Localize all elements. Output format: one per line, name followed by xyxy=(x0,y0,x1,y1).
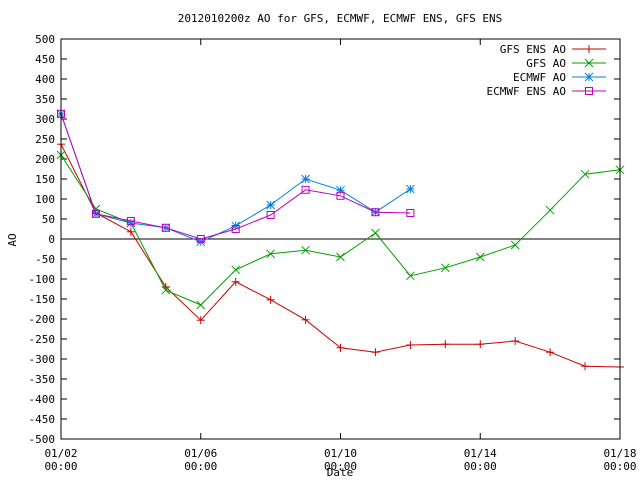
data-point xyxy=(266,295,275,304)
data-point xyxy=(580,169,590,179)
data-point xyxy=(440,263,450,273)
y-tick-label: 400 xyxy=(35,73,55,86)
x-tick-label-time: 00:00 xyxy=(44,460,77,473)
y-tick-label: 300 xyxy=(35,113,55,126)
data-point xyxy=(406,271,415,281)
data-point xyxy=(511,337,520,345)
data-point xyxy=(196,300,206,310)
x-tick-label-time: 00:00 xyxy=(464,460,497,473)
data-point xyxy=(91,209,100,218)
data-point xyxy=(231,265,241,275)
x-tick-label-date: 01/14 xyxy=(464,447,497,460)
y-tick-label: 200 xyxy=(35,153,55,166)
y-tick-label: -100 xyxy=(29,273,56,286)
legend-label: GFS AO xyxy=(526,57,566,70)
x-tick-label-date: 01/06 xyxy=(184,447,217,460)
legend-label: GFS ENS AO xyxy=(500,43,566,56)
plot-frame xyxy=(60,38,621,440)
data-point xyxy=(406,341,415,349)
data-point xyxy=(371,348,380,357)
data-point xyxy=(126,227,135,236)
axes-layer: -500-450-400-350-300-250-200-150-100-500… xyxy=(29,33,637,473)
data-point xyxy=(510,240,520,250)
y-tick-label: -450 xyxy=(29,413,56,426)
x-tick-label-date: 01/10 xyxy=(324,447,357,460)
legend-item: ECMWF AO xyxy=(513,71,606,84)
data-point xyxy=(126,217,135,225)
legend-item: GFS ENS AO xyxy=(500,43,606,56)
y-tick-label: -300 xyxy=(29,353,56,366)
y-tick-label: 0 xyxy=(48,233,55,246)
y-tick-label: -500 xyxy=(29,433,56,446)
y-tick-label: -50 xyxy=(35,253,55,266)
data-point xyxy=(371,228,380,238)
y-tick-label: 350 xyxy=(35,93,55,106)
y-tick-label: 150 xyxy=(35,173,55,186)
data-point xyxy=(196,316,205,325)
x-axis-label: Date xyxy=(327,466,354,479)
x-tick-label-time: 00:00 xyxy=(324,460,357,473)
y-tick-label: -200 xyxy=(29,313,56,326)
legend-marker xyxy=(584,72,594,82)
data-point xyxy=(336,252,345,262)
data-point xyxy=(546,348,555,357)
y-axis-label: AO xyxy=(6,233,19,246)
series-gfs-ao xyxy=(56,150,625,310)
data-point xyxy=(441,340,450,349)
data-point xyxy=(231,277,240,286)
data-point xyxy=(196,235,205,243)
legend-label: ECMWF ENS AO xyxy=(487,85,566,98)
series-line xyxy=(60,143,621,368)
chart-title: 2012010200z AO for GFS, ECMWF, ECMWF ENS… xyxy=(178,12,503,25)
series-line xyxy=(60,113,411,240)
y-tick-label: 250 xyxy=(35,133,55,146)
y-tick-label: 500 xyxy=(35,33,55,46)
data-point xyxy=(371,208,380,217)
series-layer xyxy=(56,109,625,371)
x-tick-label-date: 01/18 xyxy=(603,447,636,460)
y-tick-label: -400 xyxy=(29,393,56,406)
series-ecmwf-ens-ao xyxy=(57,109,415,243)
data-point xyxy=(301,315,310,324)
x-tick-label-time: 00:00 xyxy=(184,460,217,473)
legend-item: GFS AO xyxy=(526,57,606,70)
data-point xyxy=(475,252,485,262)
legend-marker xyxy=(584,58,594,68)
y-tick-label: -250 xyxy=(29,333,56,346)
x-tick-label-date: 01/02 xyxy=(44,447,77,460)
y-tick-label: -150 xyxy=(29,293,56,306)
data-point xyxy=(336,343,345,352)
y-tick-label: 50 xyxy=(42,213,55,226)
data-point xyxy=(266,211,275,219)
legend-marker xyxy=(585,45,593,53)
x-tick-label-time: 00:00 xyxy=(603,460,636,473)
y-tick-label: 100 xyxy=(35,193,55,206)
data-point xyxy=(406,184,415,194)
data-point xyxy=(301,185,310,194)
data-point xyxy=(266,200,275,210)
data-point xyxy=(161,285,171,295)
data-point xyxy=(581,362,590,371)
data-point xyxy=(545,205,555,215)
data-point xyxy=(231,225,240,233)
data-point xyxy=(336,185,345,195)
legend-item: ECMWF ENS AO xyxy=(487,85,606,98)
data-point xyxy=(161,223,170,232)
series-gfs-ens-ao xyxy=(57,140,624,371)
data-point xyxy=(301,174,310,184)
data-point xyxy=(476,340,485,349)
data-point xyxy=(336,191,345,200)
series-line xyxy=(60,154,621,306)
y-tick-label: -350 xyxy=(29,373,56,386)
data-point xyxy=(301,245,310,255)
y-tick-label: 450 xyxy=(35,53,55,66)
legend-label: ECMWF AO xyxy=(513,71,566,84)
legend-marker xyxy=(585,87,593,95)
data-point xyxy=(266,249,275,259)
data-point xyxy=(406,209,415,217)
